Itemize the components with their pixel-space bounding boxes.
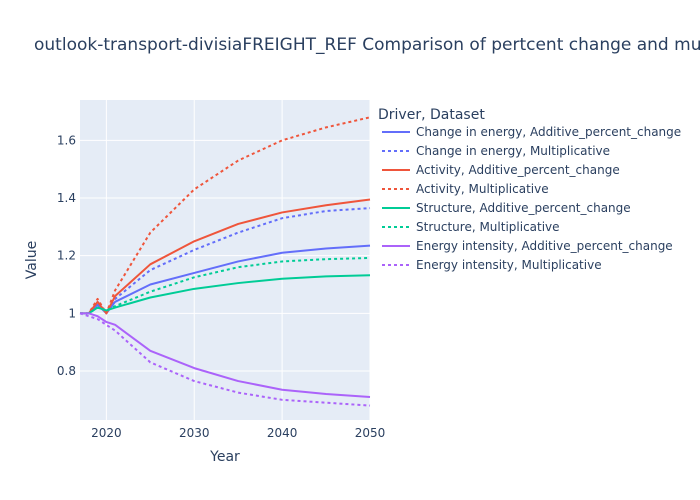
- y-tick-label: 1: [68, 306, 76, 320]
- legend-label: Energy intensity, Multiplicative: [416, 258, 602, 272]
- chart-title: outlook-transport-divisiaFREIGHT_REF Com…: [34, 35, 700, 55]
- legend-label: Activity, Multiplicative: [416, 182, 549, 196]
- x-axis-title: Year: [209, 449, 240, 465]
- y-tick-label: 1.4: [57, 191, 76, 205]
- x-tick-label: 2050: [355, 426, 386, 440]
- legend-label: Structure, Multiplicative: [416, 220, 560, 234]
- legend-label: Change in energy, Additive_percent_chang…: [416, 125, 681, 139]
- legend-item[interactable]: Activity, Multiplicative: [382, 182, 549, 196]
- series-line-4: [80, 116, 371, 315]
- legend-item[interactable]: Structure, Multiplicative: [382, 220, 560, 234]
- legend-label: Structure, Additive_percent_change: [416, 201, 631, 215]
- y-tick-label: 1.6: [57, 133, 76, 147]
- y-axis-title: Value: [24, 241, 40, 279]
- legend-label: Change in energy, Multiplicative: [416, 144, 610, 158]
- series-line-5: [80, 274, 371, 315]
- legend-label: Energy intensity, Additive_percent_chang…: [416, 239, 673, 253]
- gridlines: [80, 100, 371, 420]
- plot-area: [80, 100, 370, 420]
- series-line-1: [80, 244, 371, 315]
- legend-item[interactable]: Activity, Additive_percent_change: [382, 163, 620, 177]
- series-line-7: [80, 312, 371, 398]
- legend-label: Activity, Additive_percent_change: [416, 163, 620, 177]
- legend-item[interactable]: Change in energy, Multiplicative: [382, 144, 610, 158]
- tick-labels: 2020 2030 2040 2050 0.8 1 1.2 1.4 1.6: [57, 133, 385, 440]
- legend-item[interactable]: Energy intensity, Additive_percent_chang…: [382, 239, 673, 253]
- legend-item[interactable]: Energy intensity, Multiplicative: [382, 258, 602, 272]
- y-tick-label: 0.8: [57, 364, 76, 378]
- x-tick-label: 2020: [91, 426, 122, 440]
- y-tick-label: 1.2: [57, 249, 76, 263]
- x-tick-label: 2040: [267, 426, 298, 440]
- x-tick-label: 2030: [179, 426, 210, 440]
- legend: Driver, Dataset Change in energy, Additi…: [378, 107, 681, 272]
- legend-item[interactable]: Change in energy, Additive_percent_chang…: [382, 125, 681, 139]
- legend-item[interactable]: Structure, Additive_percent_change: [382, 201, 631, 215]
- legend-title: Driver, Dataset: [378, 107, 485, 123]
- series-line-8: [79, 312, 371, 407]
- series-lines: [79, 116, 371, 407]
